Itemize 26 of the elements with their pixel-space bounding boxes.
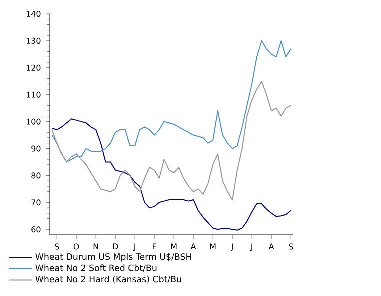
- y-tick-label: 100: [26, 118, 41, 125]
- y-tick-label: 70: [32, 200, 41, 206]
- legend-label: Wheat No 2 Soft Red Cbt/Bu: [36, 264, 157, 272]
- x-tick-label: S: [289, 244, 294, 250]
- x-tick-label: J: [250, 244, 252, 252]
- y-tick-label: 60: [32, 226, 41, 233]
- y-tick-label: 90: [32, 146, 41, 152]
- x-tick-label: O: [74, 244, 80, 250]
- x-tick-label: J: [133, 244, 136, 252]
- y-tick-label: 140: [26, 10, 41, 18]
- x-tick-label: M: [210, 244, 216, 250]
- x-tick-label: F: [153, 244, 156, 250]
- x-tick-label: S: [55, 244, 60, 250]
- line-series: [52, 80, 292, 200]
- y-tick-label: 80: [32, 172, 41, 179]
- y-tick-label: 110: [26, 92, 41, 98]
- y-tick-label: 130: [26, 38, 41, 44]
- x-tick-label: D: [113, 244, 118, 250]
- x-tick-label: M: [171, 244, 177, 250]
- legend-label: Wheat No 2 Hard (Kansas) Cbt/Bu: [36, 276, 182, 284]
- x-tick-label: A: [190, 244, 196, 250]
- y-tick-label: 120: [26, 64, 41, 71]
- x-tick-label: N: [94, 244, 98, 250]
- x-tick-label: J: [230, 244, 233, 252]
- legend-label: Wheat Durum US Mpls Term U$/BSH: [36, 253, 192, 262]
- x-tick-label: A: [268, 244, 274, 250]
